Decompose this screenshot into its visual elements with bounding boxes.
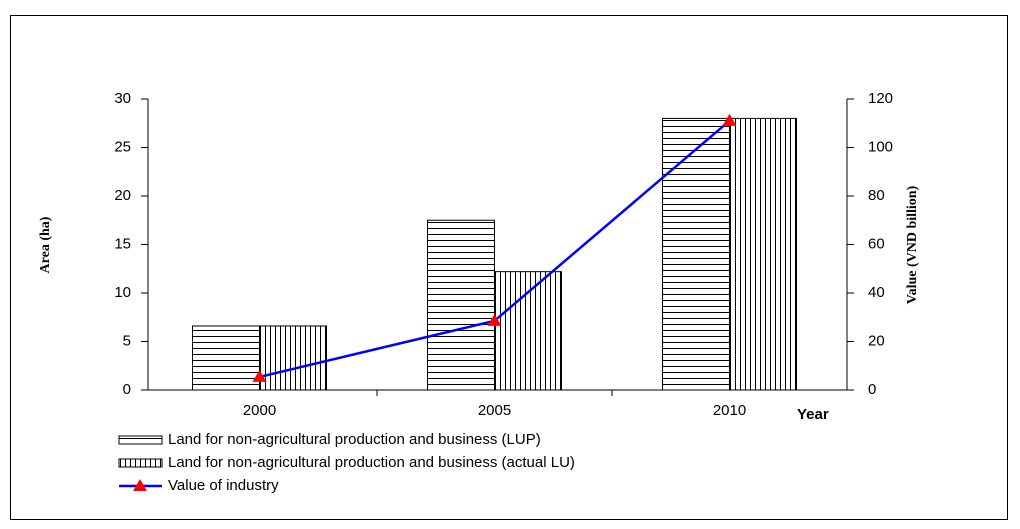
bar [259, 325, 327, 391]
legend-label: Land for non-agricultural production and… [168, 431, 541, 448]
y-tick-label: 25 [114, 138, 131, 155]
y-tick-label: 20 [114, 187, 131, 204]
bar [494, 271, 562, 391]
y2-axis-title: Value (VND billion) [905, 185, 920, 304]
y-tick-label: 5 [123, 332, 131, 349]
x-tick-label: 2000 [243, 402, 276, 419]
y2-tick-label: 80 [868, 187, 885, 204]
legend-marker [133, 479, 147, 491]
y2-tick-label: 120 [868, 90, 893, 107]
bar [192, 325, 260, 391]
legend-swatch [118, 435, 163, 445]
y-tick-label: 15 [114, 235, 131, 252]
y2-tick-label: 100 [868, 138, 893, 155]
x-axis-title: Year [797, 406, 829, 423]
y2-tick-label: 0 [868, 381, 876, 398]
line-marker [487, 313, 502, 326]
bar [427, 219, 495, 391]
bar [729, 117, 797, 391]
y-tick-label: 30 [114, 90, 131, 107]
y2-tick-label: 20 [868, 332, 885, 349]
legend-swatch [118, 458, 163, 468]
chart-border [10, 15, 1008, 520]
line-marker [722, 113, 737, 126]
y2-tick-label: 60 [868, 235, 885, 252]
y-tick-label: 10 [114, 284, 131, 301]
x-tick-label: 2010 [713, 402, 746, 419]
y-tick-label: 0 [123, 381, 131, 398]
y2-tick-label: 40 [868, 284, 885, 301]
x-tick-label: 2005 [478, 402, 511, 419]
legend-label: Value of industry [168, 477, 279, 494]
line-marker [252, 369, 267, 382]
y-axis-title: Area (ha) [38, 216, 53, 273]
legend-label: Land for non-agricultural production and… [168, 454, 575, 471]
bar [662, 117, 730, 391]
